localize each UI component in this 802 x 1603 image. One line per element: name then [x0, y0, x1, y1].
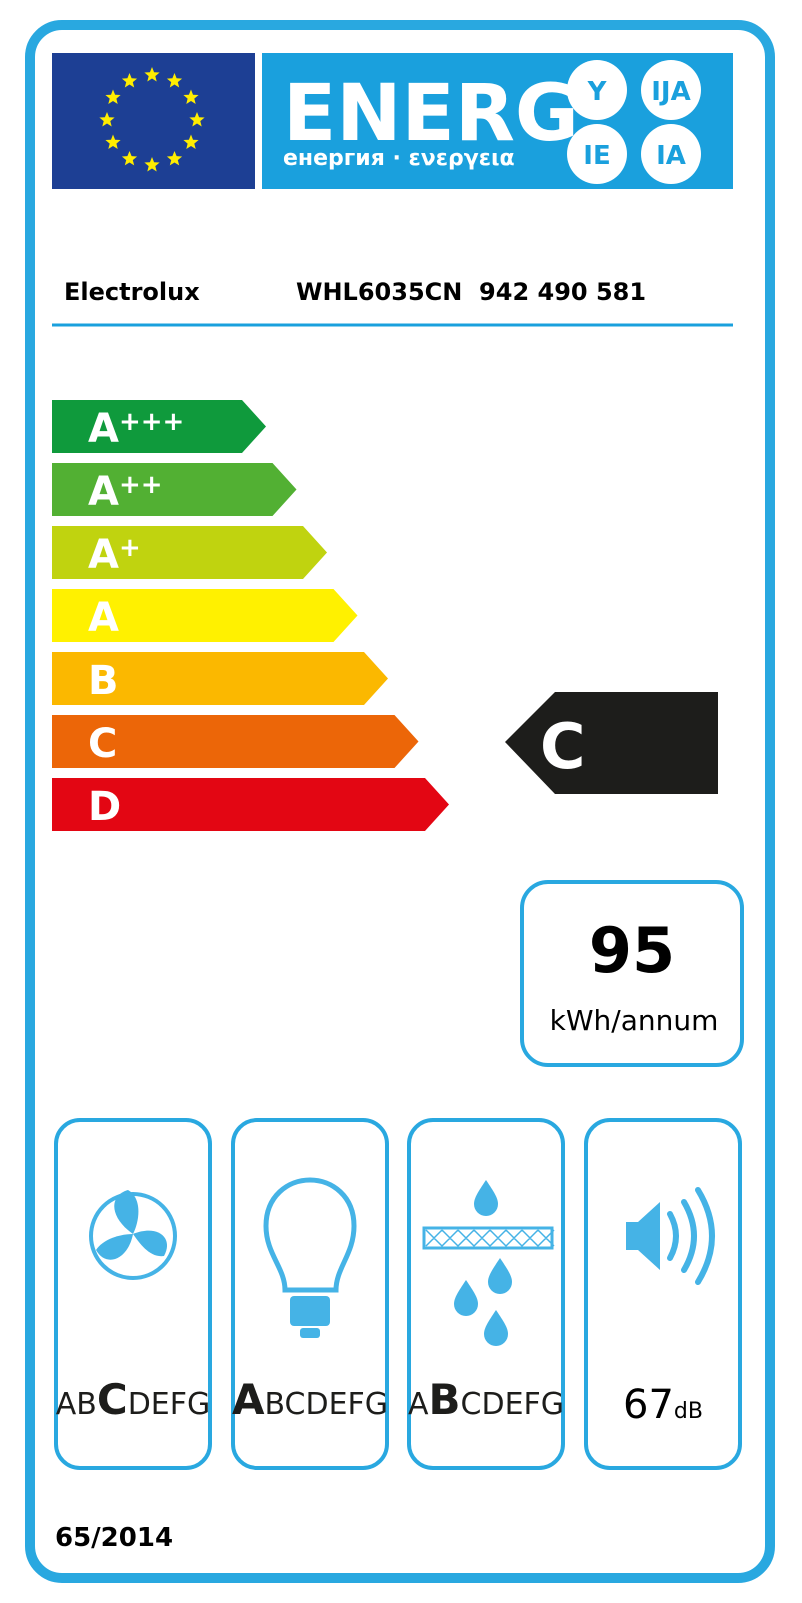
suffix-circle — [567, 60, 627, 120]
star — [121, 151, 138, 166]
class-letter: A — [88, 406, 119, 452]
suffix-circle — [641, 60, 701, 120]
star — [105, 89, 121, 104]
class-before: AB — [56, 1387, 97, 1422]
class-after: CDEFG — [461, 1387, 565, 1422]
class-selected: C — [97, 1375, 128, 1424]
rating-arrow — [505, 692, 718, 794]
class-bar — [52, 652, 388, 705]
class-label: A+ — [88, 532, 141, 578]
class-after: DEFG — [128, 1387, 211, 1422]
class-scale-text: ABCDEFG — [408, 1375, 564, 1424]
noise: 67dB — [623, 1382, 703, 1428]
star — [183, 89, 199, 104]
class-bar — [52, 526, 327, 579]
bulb-base — [290, 1296, 330, 1326]
class-letter: A — [88, 595, 119, 641]
class-plus: +++ — [119, 407, 184, 437]
bulb-tip — [300, 1328, 320, 1338]
star — [166, 151, 183, 166]
class-letter: A — [88, 469, 119, 515]
sound-waves — [667, 1187, 715, 1285]
class-label: D — [88, 784, 121, 830]
class-bar — [52, 778, 449, 831]
energy-word: ENERG — [283, 69, 579, 159]
class-label: B — [88, 658, 119, 704]
class-bar — [52, 589, 358, 642]
class-before: A — [408, 1387, 429, 1422]
filter-mesh — [425, 1229, 555, 1247]
noise-value: 67 — [623, 1382, 674, 1428]
suffix: IJA — [651, 77, 690, 107]
regulation: 65/2014 — [55, 1523, 173, 1553]
star — [144, 157, 160, 172]
star — [105, 134, 121, 149]
rating: C — [540, 710, 586, 783]
filter-box — [407, 1118, 565, 1470]
energy-subtitle: енергия · ενεργεια — [283, 146, 515, 171]
class-plus: + — [119, 533, 141, 563]
class-selected: B — [429, 1375, 461, 1424]
fan-box — [54, 1118, 212, 1470]
class-label: A++ — [88, 469, 163, 515]
supplier: Electrolux — [64, 278, 200, 306]
class-scale-text: ABCDEFG — [232, 1375, 388, 1424]
class-label: C — [88, 721, 117, 767]
star — [121, 73, 138, 88]
consumption-box — [520, 880, 744, 1067]
class-bar — [52, 400, 266, 453]
star — [166, 73, 183, 88]
class-letter: D — [88, 784, 121, 830]
drop — [484, 1310, 508, 1346]
bulb — [263, 1177, 357, 1293]
star — [144, 67, 160, 82]
fan-blade — [114, 1190, 139, 1234]
class-bar — [52, 463, 297, 516]
drop — [488, 1258, 512, 1294]
class-label: A — [88, 595, 119, 641]
class-bar — [52, 715, 419, 768]
filter — [422, 1226, 554, 1250]
noise-box — [584, 1118, 742, 1470]
noise-unit: dB — [674, 1399, 703, 1424]
suffix-circle — [641, 124, 701, 184]
class-scale-text: ABCDEFG — [56, 1375, 211, 1424]
suffix-circle — [567, 124, 627, 184]
class-after: BCDEFG — [264, 1387, 388, 1422]
drop — [474, 1180, 498, 1216]
class-letter: A — [88, 532, 119, 578]
fan-ring — [89, 1192, 177, 1280]
class-letter: C — [88, 721, 117, 767]
speaker — [626, 1202, 660, 1270]
class-plus: ++ — [119, 470, 163, 500]
star — [99, 112, 115, 127]
icons — [89, 1177, 715, 1346]
drop — [454, 1280, 478, 1316]
class-label: A+++ — [88, 406, 184, 452]
energy-suffixes: Y IJA IE IA — [567, 60, 701, 184]
eu-stars — [99, 67, 205, 172]
suffix: IE — [583, 141, 610, 171]
class-letter: B — [88, 658, 119, 704]
star — [183, 134, 199, 149]
class-scale: A+++A++A+ABCD — [52, 400, 449, 831]
consumption-value: 95 — [589, 914, 675, 987]
star — [189, 112, 205, 127]
class-selected: A — [232, 1375, 265, 1424]
class-texts: ABCDEFG ABCDEFG ABCDEFG — [56, 1375, 564, 1424]
suffix: Y — [587, 77, 608, 107]
suffix: IA — [656, 141, 686, 171]
consumption-unit: kWh/annum — [550, 1004, 719, 1037]
model: WHL6035CN 942 490 581 — [296, 278, 646, 306]
fan-blade — [133, 1230, 168, 1257]
fan-blade — [96, 1234, 133, 1260]
